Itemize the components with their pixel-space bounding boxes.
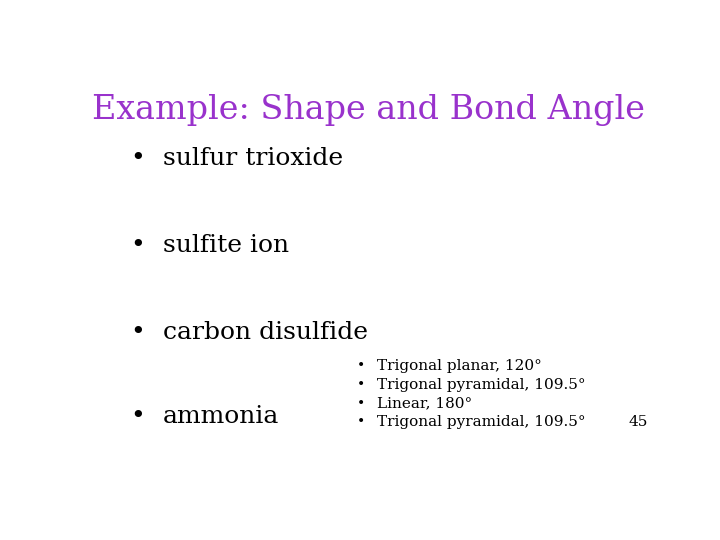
Text: sulfite ion: sulfite ion <box>163 234 289 257</box>
Text: carbon disulfide: carbon disulfide <box>163 321 367 345</box>
Text: Linear, 180°: Linear, 180° <box>377 397 472 411</box>
Text: Example: Shape and Bond Angle: Example: Shape and Bond Angle <box>92 94 646 126</box>
Text: ammonia: ammonia <box>163 404 279 428</box>
Text: •: • <box>130 321 145 345</box>
Text: Trigonal pyramidal, 109.5°: Trigonal pyramidal, 109.5° <box>377 415 586 429</box>
Text: Trigonal pyramidal, 109.5°: Trigonal pyramidal, 109.5° <box>377 378 586 392</box>
Text: •: • <box>130 147 145 170</box>
Text: sulfur trioxide: sulfur trioxide <box>163 147 343 170</box>
Text: 45: 45 <box>629 415 648 429</box>
Text: •: • <box>356 397 365 411</box>
Text: •: • <box>130 404 145 428</box>
Text: •: • <box>356 378 365 392</box>
Text: •: • <box>356 359 365 373</box>
Text: Trigonal planar, 120°: Trigonal planar, 120° <box>377 359 542 373</box>
Text: •: • <box>130 234 145 257</box>
Text: •: • <box>356 415 365 429</box>
